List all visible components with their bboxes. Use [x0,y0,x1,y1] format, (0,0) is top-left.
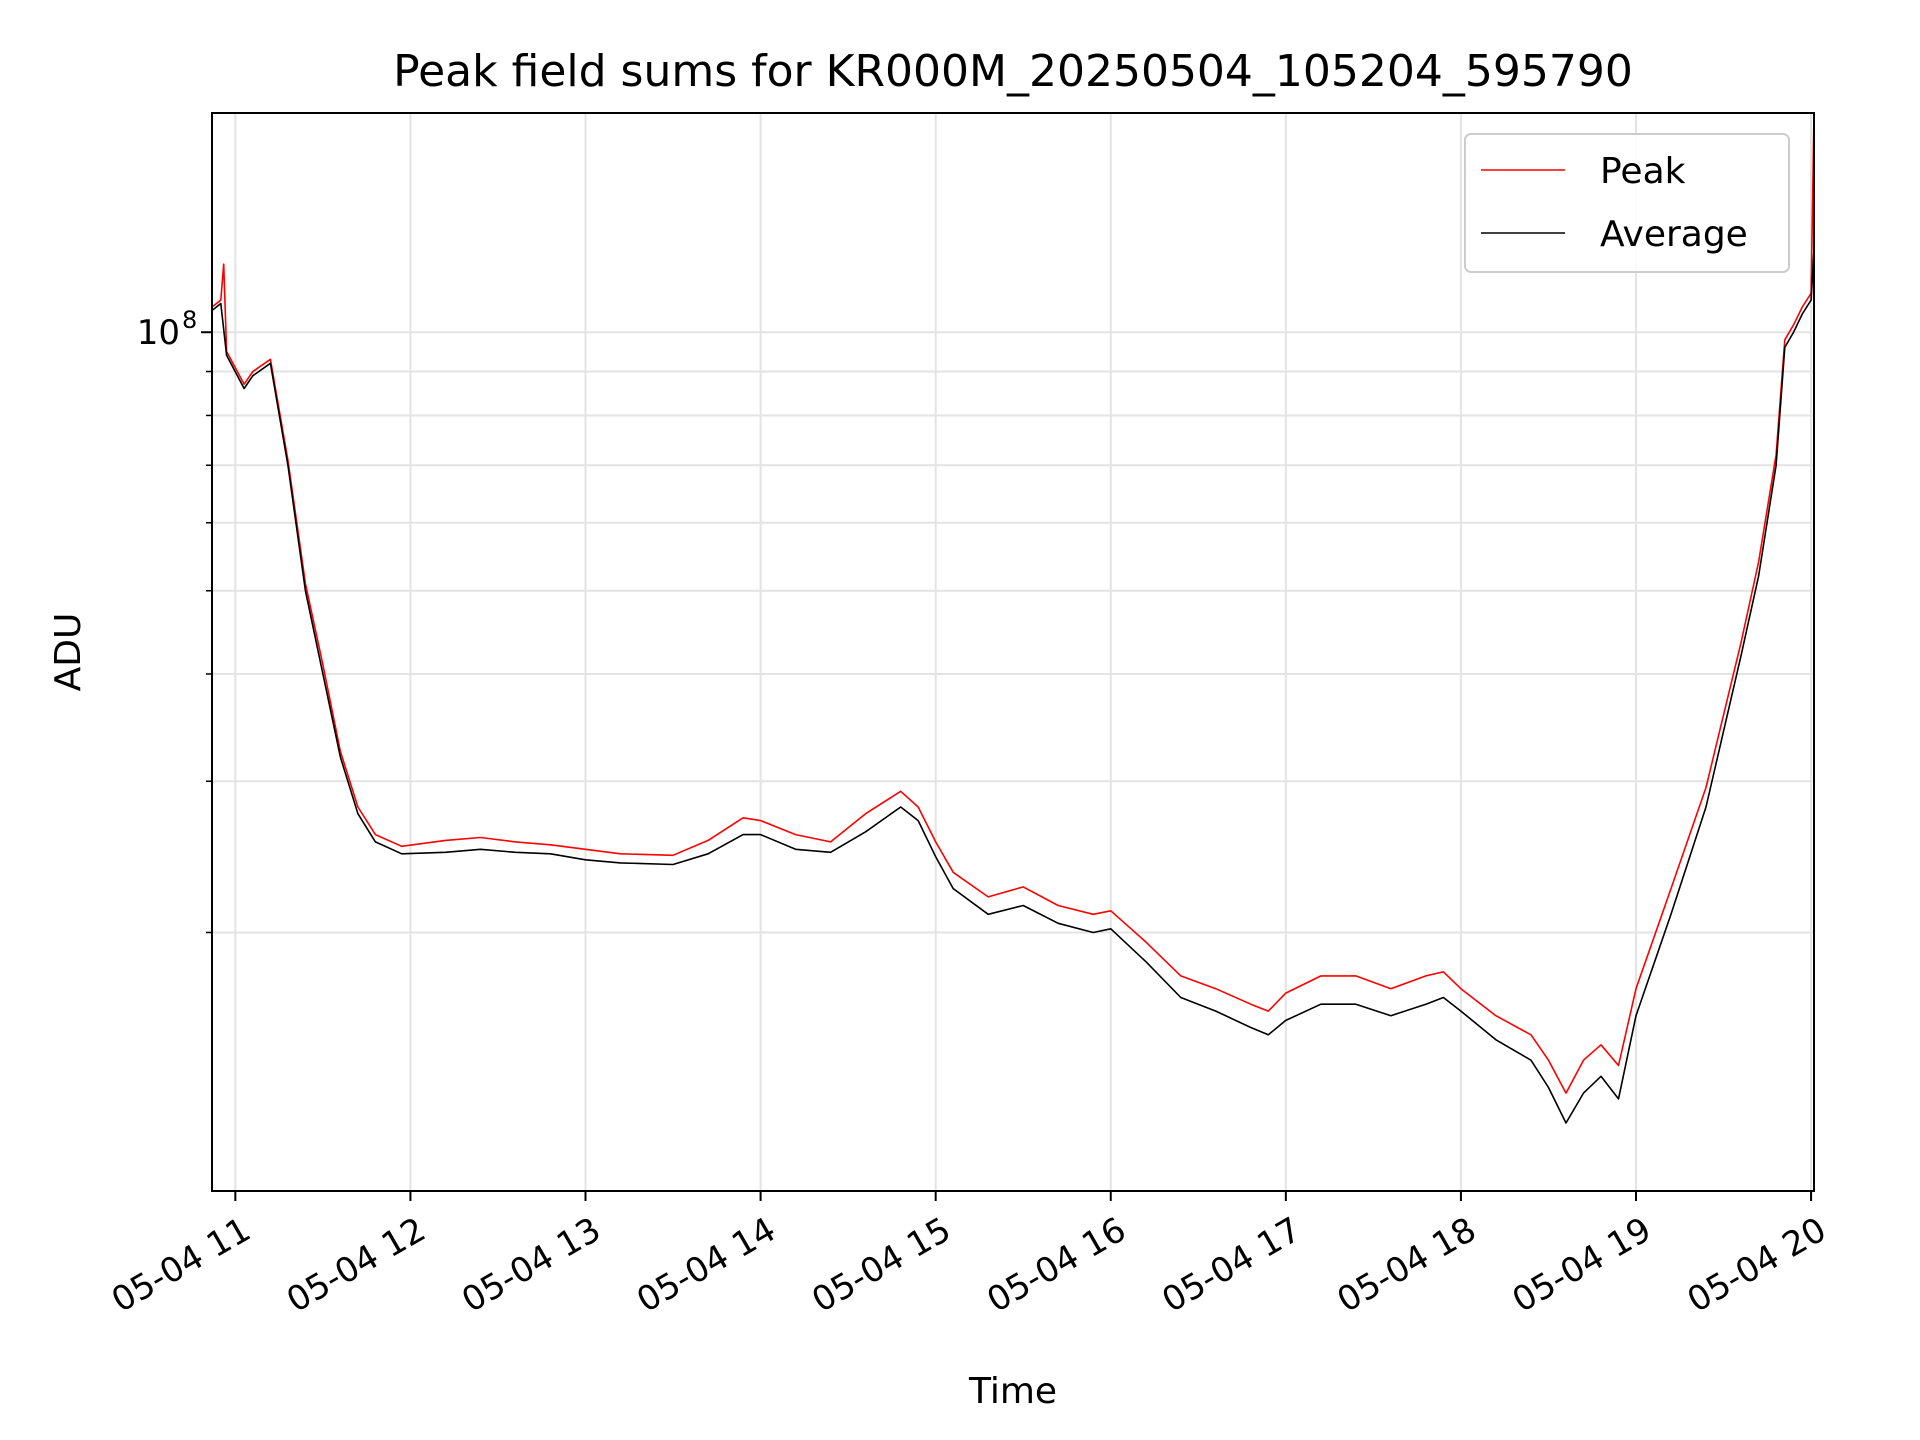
grid [212,113,1814,1191]
y-tick-label-exponent: 8 [182,306,197,334]
legend-box [1464,133,1790,273]
plot-frame [211,112,1815,1192]
legend: Peak Average [1464,133,1790,273]
series-line-average [211,248,1815,1124]
legend-label-peak: Peak [1600,151,1686,192]
y-tick-label-base: 10 [137,313,180,353]
chart-title: Peak field sums for KR000M_20250504_1052… [393,46,1633,97]
series-line-peak [211,112,1815,1094]
y-axis-label: ADU [48,613,89,692]
legend-label-average: Average [1600,214,1748,255]
plot-area [211,112,1815,1124]
x-axis-label: Time [968,1371,1057,1412]
